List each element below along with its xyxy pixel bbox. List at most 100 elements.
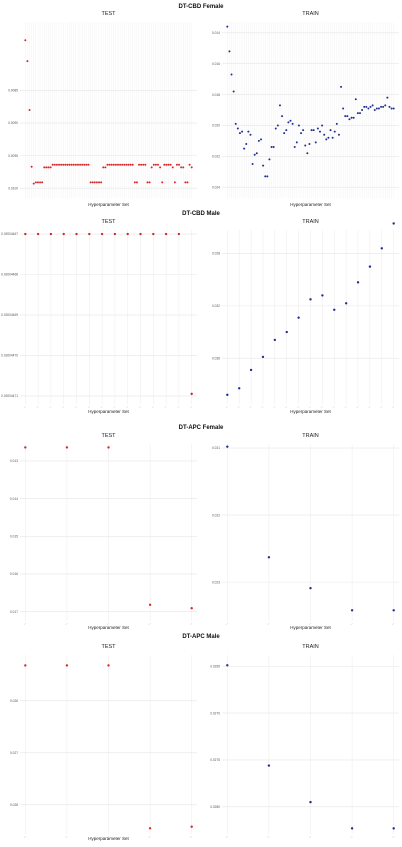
x-tick-mark bbox=[106, 835, 110, 839]
data-point bbox=[32, 182, 35, 185]
y-tick-label: 0.032 bbox=[212, 304, 220, 308]
x-tick-mark bbox=[164, 405, 167, 409]
data-point bbox=[304, 144, 307, 147]
data-point bbox=[392, 222, 395, 225]
x-tick-mark bbox=[106, 622, 110, 626]
x-tick-mark bbox=[296, 405, 300, 409]
data-point bbox=[365, 105, 368, 108]
data-point bbox=[53, 163, 56, 166]
grid bbox=[222, 444, 399, 621]
data-point bbox=[273, 338, 277, 342]
data-point bbox=[309, 800, 312, 804]
data-point bbox=[380, 105, 383, 108]
panel-subtitle: TEST bbox=[101, 433, 116, 439]
y-tick-label: 0.024 bbox=[212, 185, 220, 189]
data-point bbox=[173, 181, 176, 184]
data-point bbox=[85, 163, 88, 166]
x-tick-mark bbox=[151, 405, 154, 409]
data-point bbox=[390, 107, 393, 110]
data-point bbox=[318, 130, 321, 133]
series-points bbox=[226, 25, 395, 178]
data-point bbox=[190, 825, 193, 828]
x-axis-label: Hyperparameter Set bbox=[88, 409, 129, 414]
data-point bbox=[68, 163, 71, 166]
data-point bbox=[36, 232, 40, 236]
data-point bbox=[368, 265, 372, 268]
data-point bbox=[241, 130, 244, 133]
y-tick-label: 0.022 bbox=[212, 513, 220, 517]
data-point bbox=[30, 165, 33, 168]
section-title: DT-APC Female bbox=[179, 425, 224, 431]
data-point bbox=[291, 122, 294, 125]
x-tick-mark bbox=[62, 405, 65, 409]
data-point bbox=[297, 316, 300, 319]
x-tick-mark bbox=[100, 405, 103, 409]
data-point bbox=[300, 132, 303, 135]
y-tick-label: 0.02004469 bbox=[1, 313, 18, 317]
data-point bbox=[228, 50, 231, 53]
data-point bbox=[264, 175, 267, 178]
data-point bbox=[70, 163, 73, 166]
x-tick-mark bbox=[148, 622, 151, 626]
data-point bbox=[171, 166, 174, 169]
data-point bbox=[327, 136, 330, 139]
data-point bbox=[146, 181, 149, 184]
data-point bbox=[367, 107, 370, 110]
data-point bbox=[65, 664, 69, 667]
data-point bbox=[267, 556, 271, 559]
data-point bbox=[287, 121, 290, 124]
data-point bbox=[58, 163, 61, 166]
data-point bbox=[255, 152, 258, 155]
x-tick-mark bbox=[308, 622, 312, 626]
data-point bbox=[297, 124, 300, 127]
data-point bbox=[121, 163, 124, 166]
y-tick-label: 0.02004471 bbox=[1, 394, 18, 398]
y-tick-label: 0.02004468 bbox=[1, 273, 18, 277]
data-point bbox=[247, 130, 250, 133]
data-point bbox=[113, 232, 117, 236]
data-point bbox=[249, 133, 252, 136]
grid bbox=[20, 444, 197, 621]
x-tick-mark bbox=[23, 622, 26, 626]
data-point bbox=[116, 163, 119, 166]
y-tick-label: 0.02004470 bbox=[1, 354, 18, 358]
data-point bbox=[306, 152, 309, 155]
data-point bbox=[65, 446, 69, 449]
data-point bbox=[356, 112, 359, 115]
data-point bbox=[102, 166, 105, 169]
data-point bbox=[329, 129, 332, 132]
x-tick-mark bbox=[392, 835, 395, 839]
data-point bbox=[87, 163, 90, 166]
data-point bbox=[358, 112, 361, 115]
data-point bbox=[180, 166, 183, 169]
data-point bbox=[148, 181, 151, 184]
data-point bbox=[344, 302, 348, 305]
data-point bbox=[333, 130, 336, 133]
data-point bbox=[39, 181, 42, 184]
x-tick-mark bbox=[392, 622, 395, 626]
data-point bbox=[91, 181, 94, 184]
series-points bbox=[24, 232, 193, 396]
data-point bbox=[249, 368, 253, 372]
data-point bbox=[342, 107, 345, 110]
x-tick-mark bbox=[350, 622, 353, 626]
data-point bbox=[270, 146, 273, 149]
y-tick-label: 0.027 bbox=[10, 751, 18, 755]
x-tick-mark bbox=[392, 405, 395, 409]
x-tick-mark bbox=[368, 405, 371, 409]
data-point bbox=[262, 164, 265, 167]
panel-subtitle: TEST bbox=[101, 11, 116, 17]
data-point bbox=[164, 232, 168, 236]
data-point bbox=[377, 107, 380, 110]
data-point bbox=[267, 764, 271, 767]
x-tick-mark bbox=[320, 405, 324, 409]
data-point bbox=[350, 116, 353, 119]
x-tick-mark bbox=[65, 835, 68, 839]
panel-train: TRAIN 0.036 0.032 0.028 Hyperparameter Set bbox=[212, 219, 399, 414]
x-tick-mark bbox=[237, 405, 240, 409]
data-point bbox=[161, 181, 164, 184]
x-tick-mark bbox=[332, 405, 335, 409]
section-3: DT-APC Male TEST 0.028 0.027 0.026 Hyperparam… bbox=[10, 634, 399, 841]
data-point bbox=[337, 133, 340, 136]
